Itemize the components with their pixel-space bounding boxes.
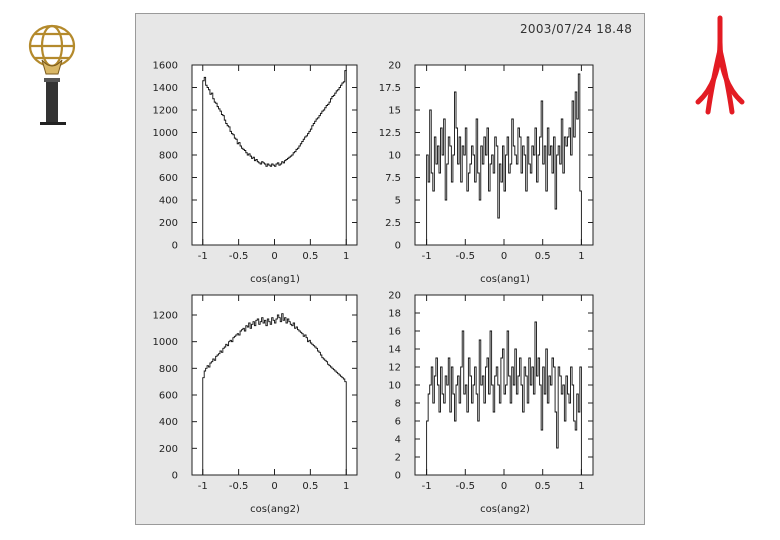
- chart-4: 0 2 4 6 8 10 12 14 16 18 20 -1 -0.5 0 0.5 1 cos(ang2): [388, 291, 594, 515]
- y-tick-label: 1600: [153, 61, 178, 72]
- y-tick-label: 2.5: [385, 218, 401, 229]
- y-tick-label: 10: [388, 151, 401, 162]
- x-tick-label: 0.5: [302, 251, 318, 262]
- y-tick-label: 0: [395, 241, 401, 252]
- y-tick-label: 200: [159, 444, 178, 455]
- x-tick-label: 1: [343, 481, 349, 492]
- y-tick-label: 2: [395, 453, 401, 464]
- y-tick-label: 7.5: [385, 173, 401, 184]
- x-tick-label: -1: [422, 481, 432, 492]
- y-tick-label: 1400: [153, 83, 178, 94]
- x-tick-label: -0.5: [229, 481, 249, 492]
- x-axis-label: cos(ang2): [480, 504, 530, 515]
- histogram-series: [426, 73, 582, 245]
- x-tick-label: 0.5: [535, 251, 551, 262]
- y-tick-label: 16: [388, 327, 401, 338]
- x-tick-label: 0: [271, 481, 277, 492]
- histogram-series: [202, 313, 347, 475]
- x-tick-label: 0: [501, 481, 507, 492]
- plot-frame: [191, 64, 358, 246]
- x-tick-label: 0: [271, 251, 277, 262]
- y-tick-label: 12: [388, 363, 401, 374]
- y-tick-label: 15: [388, 106, 401, 117]
- university-logo-icon: [695, 15, 745, 115]
- y-tick-label: 5: [395, 196, 401, 207]
- y-tick-label: 1000: [153, 337, 178, 348]
- x-tick-label: 0: [501, 251, 507, 262]
- x-tick-label: 1: [578, 251, 584, 262]
- y-tick-label: 0: [395, 471, 401, 482]
- chart-3: 0 200 400 600 800 1000 1200 -1 -0.5 0 0.5 1 cos(ang2…: [153, 294, 358, 515]
- x-tick-label: -0.5: [456, 251, 476, 262]
- y-tick-label: 4: [395, 435, 401, 446]
- x-tick-label: 1: [343, 251, 349, 262]
- x-tick-label: 0.5: [535, 481, 551, 492]
- x-tick-label: 1: [578, 481, 584, 492]
- y-tick-label: 6: [395, 417, 401, 428]
- histogram-series: [426, 321, 582, 475]
- x-axis-label: cos(ang2): [250, 504, 300, 515]
- histogram-series: [202, 70, 347, 245]
- y-tick-label: 20: [388, 291, 401, 302]
- chart-2: 0 2.5 5 7.5 10 12.5 15 17.5 20 -1 -0.5 0 0.5 1 cos(ang…: [379, 61, 594, 285]
- y-tick-label: 0: [172, 471, 178, 482]
- y-tick-label: 600: [159, 391, 178, 402]
- y-tick-label: 14: [388, 345, 401, 356]
- y-tick-label: 800: [159, 151, 178, 162]
- y-tick-label: 1000: [153, 128, 178, 139]
- x-tick-label: -1: [422, 251, 432, 262]
- plot-frame: [191, 294, 358, 476]
- y-tick-label: 800: [159, 364, 178, 375]
- y-tick-label: 18: [388, 309, 401, 320]
- y-tick-label: 8: [395, 399, 401, 410]
- timestamp: 2003/07/24 18.48: [520, 22, 633, 36]
- x-tick-label: -0.5: [229, 251, 249, 262]
- y-tick-label: 1200: [153, 106, 178, 117]
- y-tick-label: 1200: [153, 311, 178, 322]
- y-tick-label: 400: [159, 196, 178, 207]
- y-tick-label: 0: [172, 241, 178, 252]
- chart-1: 0 200 400 600 800 1000 1200 1400 1600 -1 -0.5 0 0.5 1…: [153, 61, 358, 285]
- x-tick-label: -0.5: [456, 481, 476, 492]
- y-tick-label: 17.5: [379, 83, 401, 94]
- y-tick-label: 200: [159, 218, 178, 229]
- y-tick-label: 400: [159, 417, 178, 428]
- y-tick-label: 600: [159, 173, 178, 184]
- atlas-globe-logo-icon: [28, 24, 76, 125]
- x-tick-label: -1: [198, 481, 208, 492]
- y-tick-label: 10: [388, 381, 401, 392]
- y-tick-label: 12.5: [379, 128, 401, 139]
- y-tick-label: 20: [388, 61, 401, 72]
- x-axis-label: cos(ang1): [480, 274, 530, 285]
- x-axis-label: cos(ang1): [250, 274, 300, 285]
- x-tick-label: -1: [198, 251, 208, 262]
- x-tick-label: 0.5: [302, 481, 318, 492]
